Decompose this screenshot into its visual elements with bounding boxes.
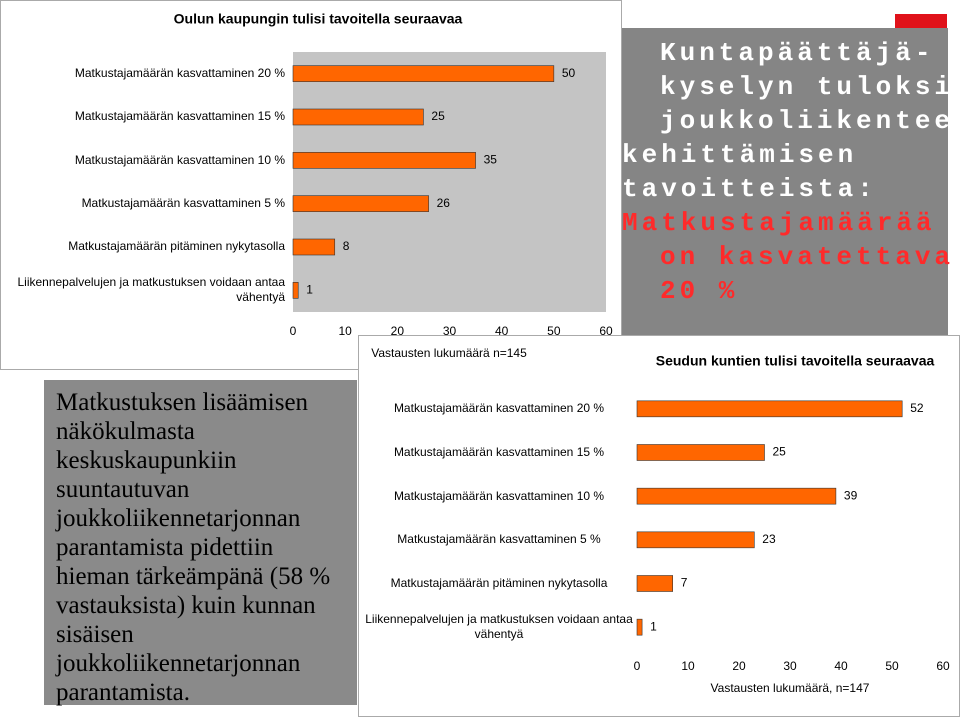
plot-area — [293, 52, 606, 312]
value-label: 23 — [762, 532, 776, 546]
chart-title: Seudun kuntien tulisi tavoitella seuraav… — [656, 353, 935, 369]
x-tick-label: 50 — [885, 659, 899, 673]
bar — [636, 531, 755, 549]
highlight-line: 20 % — [660, 276, 739, 306]
y-tick-label: Matkustajamäärän kasvattaminen 10 % — [393, 488, 605, 503]
value-label: 1 — [650, 619, 657, 633]
x-tick-label: 50 — [547, 324, 561, 338]
x-tick-label: 60 — [936, 659, 950, 673]
x-tick-label: 40 — [834, 659, 848, 673]
x-tick-label: 60 — [599, 324, 613, 338]
bar — [292, 152, 476, 169]
x-tick-label: 0 — [290, 324, 297, 338]
y-tick-label: Matkustajamäärän kasvattaminen 20 % — [74, 66, 285, 81]
x-tick-label: 30 — [783, 659, 797, 673]
x-tick-label: 30 — [443, 324, 457, 338]
value-label: 8 — [343, 239, 350, 253]
heading-line: kyselyn tuloksia — [660, 72, 960, 102]
y-tick-label: Matkustajamäärän kasvattaminen 20 % — [393, 401, 605, 416]
x-axis-title: Vastausten lukumäärä n=145 — [371, 346, 527, 360]
y-tick-label: Matkustajamäärän kasvattaminen 10 % — [74, 152, 285, 167]
value-label: 50 — [562, 66, 576, 80]
chart-title: Oulun kaupungin tulisi tavoitella seuraa… — [174, 11, 463, 27]
value-label: 7 — [681, 576, 688, 590]
bar — [292, 65, 555, 82]
bar — [292, 238, 336, 256]
y-tick-label: Matkustajamäärän pitäminen nykytasolla — [390, 575, 608, 590]
y-tick-label: Matkustajamäärän kasvattaminen 15 % — [393, 444, 605, 459]
value-label: 26 — [437, 196, 451, 210]
bar — [292, 195, 429, 212]
value-label: 1 — [306, 283, 313, 297]
bar — [636, 400, 903, 418]
bar — [636, 618, 643, 636]
y-tick-label: Matkustajamäärän kasvattaminen 5 % — [81, 196, 285, 211]
y-tick-label: Matkustajamäärän pitäminen nykytasolla — [68, 239, 285, 254]
y-tick-label: Matkustajamäärän kasvattaminen 15 % — [74, 109, 285, 124]
heading-line: joukkoliikenteen — [660, 106, 960, 136]
bar — [292, 282, 299, 299]
heading-line: kehittämisen — [622, 140, 858, 170]
bar — [636, 444, 765, 461]
value-label: 39 — [844, 488, 858, 502]
value-label: 35 — [484, 153, 498, 167]
y-tick-label: Liikennepalvelujen ja matkustuksen voida… — [365, 612, 633, 642]
x-tick-label: 20 — [732, 659, 746, 673]
heading-line: Kuntapäättäjä- — [660, 38, 935, 68]
bar — [636, 487, 837, 505]
highlight-line: Matkustajamäärää — [622, 208, 936, 238]
x-axis-title: Vastausten lukumäärä, n=147 — [711, 681, 870, 695]
value-label: 25 — [773, 445, 787, 459]
x-tick-label: 20 — [391, 324, 405, 338]
bar — [636, 575, 674, 592]
highlight-line: on kasvatettava — [660, 242, 955, 272]
heading-line: tavoitteista: — [622, 174, 877, 204]
y-tick-label: Matkustajamäärän kasvattaminen 5 % — [397, 532, 601, 547]
y-tick-label: Liikennepalvelujen ja matkustuksen voida… — [17, 275, 285, 305]
x-tick-label: 10 — [681, 659, 695, 673]
value-label: 25 — [431, 109, 445, 123]
bar — [292, 108, 424, 126]
x-tick-label: 10 — [338, 324, 352, 338]
x-tick-label: 0 — [634, 659, 641, 673]
value-label: 52 — [910, 401, 924, 415]
body-text: Matkustuksen lisäämisen näkökulmasta kes… — [44, 380, 357, 706]
x-tick-label: 40 — [495, 324, 509, 338]
heading-box: Kuntapäättäjä-kyselyn tuloksia joukkoliik… — [622, 28, 960, 335]
